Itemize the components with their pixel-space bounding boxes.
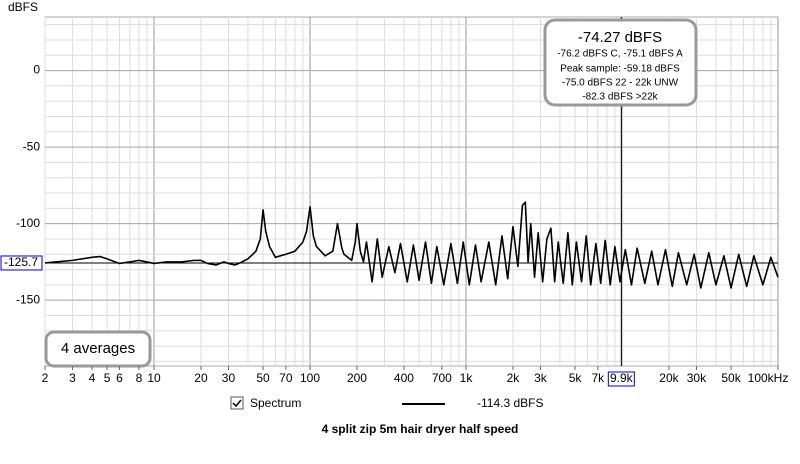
averages-box: [44, 330, 152, 368]
x-tick-label: 20k: [659, 371, 679, 385]
info-level: -74.27 dBFS: [578, 29, 662, 46]
y-tick-label: 0: [33, 63, 40, 77]
info-line: Peak sample: -59.18 dBFS: [560, 64, 680, 75]
x-tick-label: 30: [222, 371, 236, 385]
info-line: -76.2 dBFS C, -75.1 dBFS A: [557, 49, 683, 60]
x-tick-label: 10: [147, 371, 161, 385]
x-tick-label: 700: [432, 371, 452, 385]
x-tick-label: 2: [42, 371, 49, 385]
x-tick-label: 5k: [569, 371, 583, 385]
x-tick-label: 70: [279, 371, 293, 385]
x-tick-label: 3k: [534, 371, 548, 385]
x-tick-label: 50k: [721, 371, 741, 385]
x-tick-label: 50: [256, 371, 270, 385]
legend-value: -114.3 dBFS: [477, 396, 543, 410]
x-tick-label: 20: [194, 371, 208, 385]
y-tick-label: -50: [23, 139, 41, 153]
cursor-y-box: [0, 255, 43, 271]
x-tick-label: 100kHz: [748, 371, 789, 385]
cursor-x-label: 9.9k: [610, 371, 634, 385]
x-tick-label: 1k: [460, 371, 474, 385]
info-line: -75.0 dBFS 22 - 22k UNW: [562, 78, 679, 89]
x-tick-label: 3: [69, 371, 76, 385]
x-tick-label: 100: [300, 371, 320, 385]
x-tick-label: 8: [136, 371, 143, 385]
legend-checkbox[interactable]: [230, 396, 244, 410]
x-tick-label: 4: [89, 371, 96, 385]
x-tick-label: 2k: [507, 371, 521, 385]
y-tick-label: -150: [16, 292, 40, 306]
y-axis-label: dBFS: [8, 0, 38, 14]
y-tick-label: -100: [16, 216, 40, 230]
checkmark: [232, 399, 242, 408]
legend-label: Spectrum: [250, 396, 301, 410]
info-line: -82.3 dBFS >22k: [582, 92, 658, 103]
x-tick-label: 5: [104, 371, 111, 385]
x-tick-label: 200: [347, 371, 367, 385]
chart-title: 4 split zip 5m hair dryer half speed: [322, 422, 519, 436]
x-tick-label: 7k: [592, 371, 606, 385]
x-tick-label: 30k: [687, 371, 707, 385]
x-tick-label: 6: [116, 371, 123, 385]
x-tick-label: 400: [394, 371, 414, 385]
info-box: [543, 18, 698, 107]
cursor-x-box: [607, 371, 635, 387]
cursor-y-label: -125.7: [4, 255, 38, 269]
averages-label: 4 averages: [61, 340, 135, 357]
